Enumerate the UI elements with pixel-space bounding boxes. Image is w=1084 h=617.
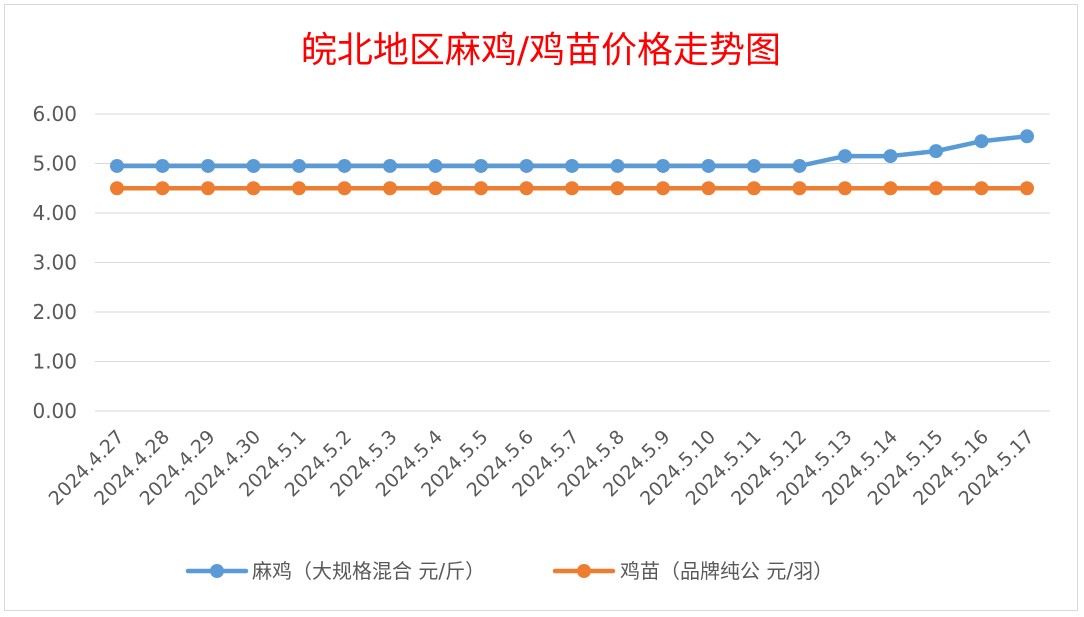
data-point	[929, 181, 943, 196]
data-point	[610, 181, 625, 196]
data-point	[1020, 181, 1034, 196]
data-point	[246, 181, 261, 196]
legend-label: 鸡苗（品牌纯公 元/羽）	[620, 559, 833, 583]
chart-frame	[4, 4, 1078, 611]
series-layer	[110, 129, 1034, 196]
data-point	[519, 158, 534, 173]
legend-swatch-marker	[577, 564, 591, 578]
data-point	[428, 158, 443, 173]
data-point	[337, 158, 352, 173]
data-point	[883, 181, 898, 196]
y-tick-label: 5.00	[32, 152, 77, 176]
data-point	[701, 158, 716, 173]
data-point	[701, 181, 716, 196]
data-point	[246, 158, 261, 173]
data-point	[110, 158, 124, 173]
legend-swatch-marker	[210, 564, 224, 578]
data-point	[974, 181, 989, 196]
data-point	[337, 181, 352, 196]
data-point	[474, 181, 488, 196]
data-point	[565, 158, 579, 173]
y-tick-label: 1.00	[32, 350, 77, 374]
data-point	[201, 158, 215, 173]
data-point	[383, 158, 397, 173]
data-point	[792, 158, 807, 173]
data-point	[610, 158, 625, 173]
data-point	[747, 181, 761, 196]
data-point	[974, 134, 989, 149]
data-point	[110, 181, 124, 196]
data-point	[155, 158, 170, 173]
data-point	[883, 149, 898, 164]
data-point	[565, 181, 579, 196]
y-tick-label: 2.00	[32, 300, 77, 324]
data-point	[656, 158, 670, 173]
data-point	[519, 181, 534, 196]
data-point	[292, 181, 306, 196]
legend: 麻鸡（大规格混合 元/斤） 鸡苗（品牌纯公 元/羽）	[185, 559, 833, 583]
data-point	[656, 181, 670, 196]
data-point	[1020, 129, 1034, 144]
data-point	[155, 181, 170, 196]
data-point	[201, 181, 215, 196]
data-point	[929, 144, 943, 159]
data-point	[474, 158, 488, 173]
y-tick-label: 3.00	[32, 251, 77, 275]
y-tick-label: 0.00	[32, 399, 77, 423]
gridlines	[95, 113, 1050, 412]
data-point	[292, 158, 306, 173]
data-point	[747, 158, 761, 173]
data-point	[383, 181, 397, 196]
legend-label: 麻鸡（大规格混合 元/斤）	[252, 559, 485, 583]
data-point	[838, 149, 852, 164]
y-axis: 0.00 1.00 2.00 3.00 4.00 5.00 6.00	[32, 102, 77, 423]
x-axis: 2024.4.272024.4.282024.4.292024.4.302024…	[45, 426, 1039, 510]
chart-title: 皖北地区麻鸡/鸡苗价格走势图	[301, 30, 781, 71]
y-tick-label: 4.00	[32, 201, 77, 225]
data-point	[428, 181, 443, 196]
data-point	[838, 181, 852, 196]
data-point	[792, 181, 807, 196]
y-tick-label: 6.00	[32, 102, 77, 126]
